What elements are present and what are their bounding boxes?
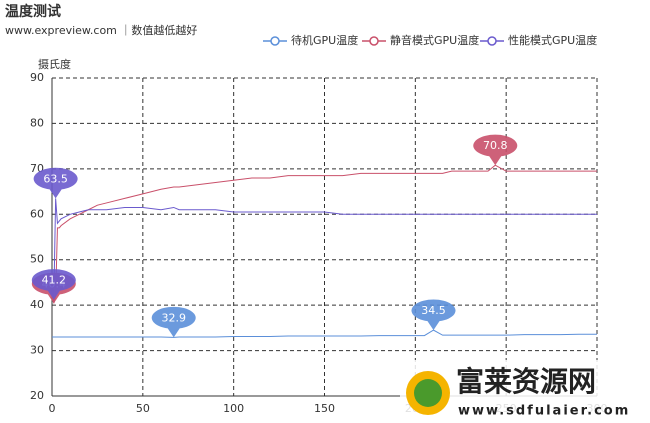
- watermark-logo-inner: [414, 379, 442, 407]
- marker-label: 63.5: [43, 172, 68, 185]
- watermark-name: 富莱资源网: [456, 365, 596, 398]
- marker-pin: [151, 306, 196, 338]
- y-tick-label: 20: [30, 389, 44, 402]
- y-axis-label: 摄氏度: [38, 57, 71, 71]
- marker-label: 34.5: [421, 304, 446, 317]
- legend-marker: [270, 36, 280, 46]
- marker-label: 70.8: [483, 139, 508, 152]
- series-line: [52, 329, 597, 338]
- chart-subtitle: www.expreview.com ｜数值越低越好: [5, 23, 197, 37]
- x-tick-label: 0: [49, 402, 56, 415]
- legend-label: 待机GPU温度: [291, 33, 358, 47]
- marker-label: 41.2: [42, 274, 67, 287]
- y-tick-label: 80: [30, 116, 44, 129]
- y-tick-label: 50: [30, 253, 44, 266]
- y-tick-label: 40: [30, 298, 44, 311]
- legend-label: 性能模式GPU温度: [508, 33, 597, 47]
- y-tick-label: 90: [30, 71, 44, 84]
- chart-title: 温度测试: [5, 3, 61, 20]
- legend-marker: [369, 36, 379, 46]
- legend-label: 静音模式GPU温度: [390, 33, 479, 47]
- marker-pin: [411, 299, 456, 331]
- marker-pin: [31, 269, 76, 300]
- x-tick-label: 50: [136, 402, 150, 415]
- marker-label: 32.9: [161, 311, 186, 324]
- y-tick-label: 30: [30, 344, 44, 357]
- series-line: [51, 164, 597, 304]
- marker-pin: [473, 134, 518, 166]
- marker-pin: [33, 167, 78, 199]
- watermark-url: www.sdfulaier.com: [458, 404, 630, 419]
- x-tick-label: 100: [223, 402, 244, 415]
- x-tick-label: 150: [314, 402, 335, 415]
- y-tick-label: 60: [30, 207, 44, 220]
- series-line: [51, 198, 597, 300]
- legend-marker: [487, 36, 497, 46]
